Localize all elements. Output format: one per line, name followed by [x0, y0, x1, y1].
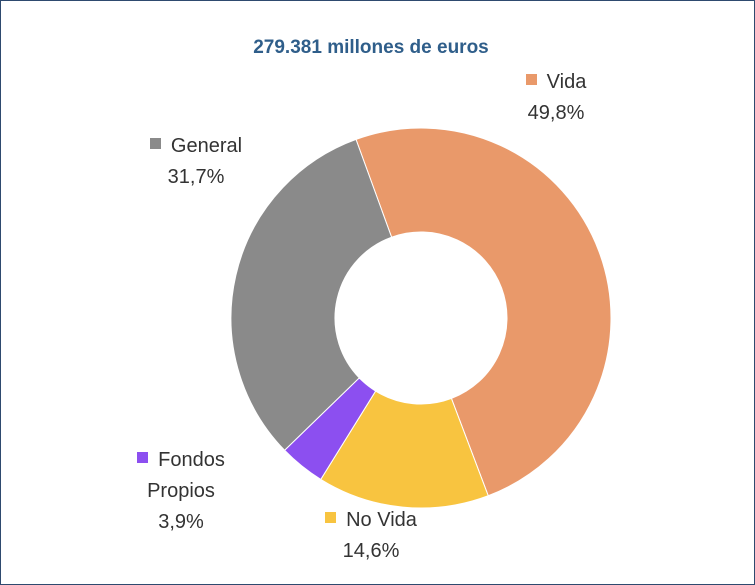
legend-swatch — [149, 138, 161, 149]
legend-entry: Fondos Propios — [121, 445, 241, 507]
legend-entry: General — [116, 131, 276, 162]
donut-slice — [230, 138, 393, 451]
slice-label: Fondos Propios 3,9% — [121, 445, 241, 538]
legend-entry: No Vida — [291, 505, 451, 536]
legend-swatch — [325, 512, 337, 523]
slice-label: General 31,7% — [116, 131, 276, 193]
legend-label: Vida — [546, 71, 587, 93]
donut-slice — [355, 127, 612, 497]
legend-label: General — [170, 135, 243, 157]
legend-label: No Vida — [346, 509, 417, 531]
value-label: 31,7% — [167, 166, 225, 188]
legend-swatch — [525, 74, 537, 85]
donut-slice — [320, 390, 489, 509]
slice-label: Vida 49,8% — [486, 67, 626, 129]
value-label: 49,8% — [527, 102, 585, 124]
value-label: 3,9% — [158, 511, 204, 533]
chart-title: 279.381 millones de euros — [253, 37, 489, 58]
legend-swatch — [137, 452, 149, 463]
legend-label: Fondos Propios — [147, 449, 225, 502]
value-label: 14,6% — [342, 540, 400, 562]
slice-label: No Vida 14,6% — [291, 505, 451, 567]
legend-entry: Vida — [486, 67, 626, 98]
